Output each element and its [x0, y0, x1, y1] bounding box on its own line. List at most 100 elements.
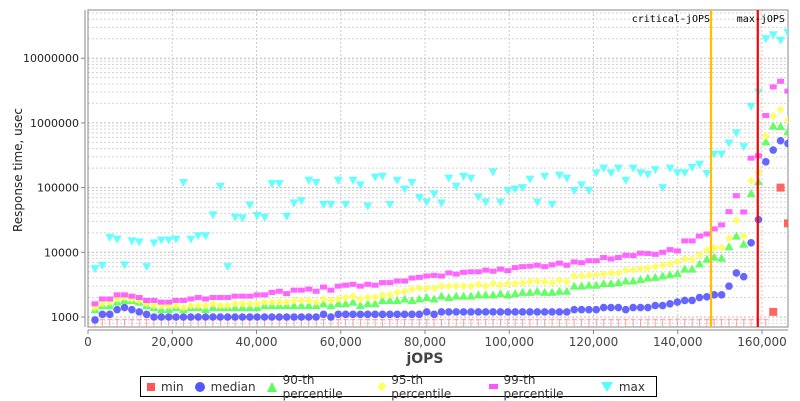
p99-point — [378, 280, 386, 286]
p99-point — [769, 84, 777, 90]
p90-point — [525, 287, 535, 296]
p99-point — [460, 269, 468, 275]
max-point — [333, 176, 343, 185]
median-point — [319, 310, 328, 319]
p95-point — [459, 282, 468, 291]
min-point — [667, 318, 673, 327]
p99-point — [747, 155, 755, 161]
median-point — [666, 299, 674, 308]
median-point — [98, 310, 107, 319]
p90-point — [540, 287, 550, 296]
max-point — [650, 166, 660, 175]
max-point — [672, 169, 682, 178]
median-point — [304, 313, 313, 321]
min-point — [638, 318, 644, 327]
max-point — [119, 261, 129, 270]
min-point — [733, 318, 739, 327]
min-point — [321, 318, 327, 327]
min-point — [497, 318, 503, 327]
p95-point — [592, 270, 601, 279]
p95-point — [245, 299, 254, 308]
p99-point — [740, 209, 748, 215]
min-point — [335, 318, 341, 327]
min-point — [402, 318, 408, 327]
min-point — [719, 318, 725, 327]
p99-point — [622, 252, 630, 258]
p90-point — [613, 278, 623, 287]
p90-point — [643, 273, 653, 282]
median-point — [680, 296, 689, 305]
min-point — [652, 318, 658, 327]
max-point — [510, 185, 520, 194]
median-point — [481, 308, 490, 316]
grid-lines — [87, 10, 788, 327]
data-points — [90, 28, 788, 327]
p95-point — [326, 296, 335, 305]
max-point — [436, 199, 446, 208]
series-min — [92, 183, 788, 327]
max-point — [717, 150, 727, 159]
max-point — [466, 174, 476, 183]
median-point — [585, 305, 593, 314]
p99-point — [408, 275, 416, 281]
p95-point — [533, 277, 542, 286]
p99-point — [187, 296, 195, 302]
p90-point — [363, 299, 373, 308]
median-point — [769, 146, 778, 154]
p95-point — [769, 112, 778, 121]
p90-point — [562, 286, 572, 295]
p90-point — [436, 291, 446, 300]
p95-point — [422, 284, 431, 293]
legend-item-p90: 90-th percentile — [266, 373, 368, 401]
p99-point — [762, 113, 770, 119]
p99-point — [496, 266, 504, 272]
p99-point — [784, 88, 788, 94]
p95-point — [607, 268, 616, 277]
legend-item-p95: 95-th percentile — [377, 373, 478, 401]
p99-point — [393, 278, 401, 284]
p95-point — [570, 272, 579, 281]
min-point — [129, 318, 135, 327]
p95-point — [378, 290, 387, 299]
p99-point — [651, 251, 659, 257]
median-point — [695, 293, 704, 302]
legend-item-min: min — [147, 380, 184, 394]
min-point — [490, 318, 496, 327]
min-point — [741, 318, 747, 327]
median-point — [688, 296, 696, 305]
median-point — [238, 313, 247, 321]
median-point — [282, 313, 291, 321]
y-tick-label: 10000 — [44, 246, 79, 259]
median-point — [246, 313, 254, 321]
max-point — [422, 198, 432, 207]
p95-point — [474, 280, 483, 289]
p90-point — [628, 276, 638, 285]
median-point — [415, 310, 424, 319]
max-point — [260, 213, 270, 222]
median-point — [570, 305, 578, 314]
max-point — [201, 232, 211, 241]
p99-point — [165, 299, 173, 305]
p95-point — [658, 261, 667, 270]
max-point — [267, 180, 277, 189]
min-point — [512, 318, 518, 327]
max-point — [665, 164, 675, 173]
p90-point — [400, 294, 410, 303]
min-point — [372, 318, 378, 327]
p90-point — [636, 274, 646, 283]
max-jops-label: max-jOPS — [737, 14, 785, 25]
p90-point — [584, 280, 594, 289]
p99-point — [474, 269, 482, 275]
max-point — [348, 176, 358, 185]
min-point — [763, 318, 769, 327]
p99-point — [533, 262, 541, 268]
p99-point — [445, 270, 453, 276]
max-point — [252, 212, 262, 221]
p90-point — [296, 301, 306, 310]
median-point — [120, 303, 129, 312]
median-point — [275, 313, 284, 321]
min-point — [615, 318, 621, 327]
median-point — [673, 298, 682, 306]
legend-label: median — [210, 379, 256, 394]
p99-point — [732, 193, 740, 199]
